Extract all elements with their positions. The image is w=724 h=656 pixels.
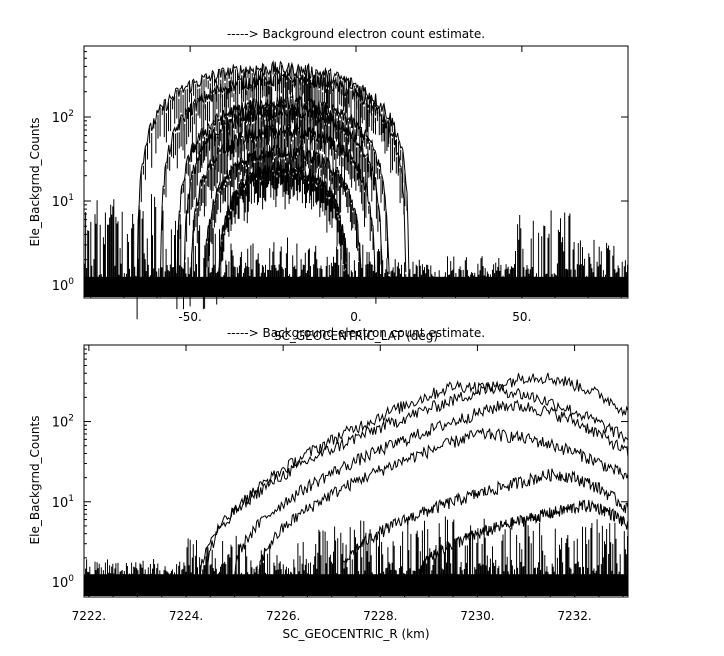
series-trace xyxy=(418,499,629,581)
series-trace xyxy=(340,468,629,573)
y-tick-label: 102 xyxy=(52,414,74,431)
chart-title: -----> Background electron count estimat… xyxy=(227,326,485,340)
y-tick-label: 102 xyxy=(52,109,74,126)
y-axis-label: Ele_Backgrnd_Counts xyxy=(28,118,42,247)
series-trace xyxy=(200,372,629,573)
axis-ticks: -50. 0. 50. 100 101 102 xyxy=(52,46,628,324)
x-tick-label: 7232. xyxy=(557,609,591,623)
series-trace xyxy=(183,103,383,282)
series-trace xyxy=(258,428,629,579)
series-trace xyxy=(202,144,364,284)
x-tick-label: 50. xyxy=(512,310,531,324)
series-scatter xyxy=(216,163,350,305)
noise-floor-band xyxy=(84,574,628,596)
axis-ticks: 7222. 7224. 7226. 7228. 7230. 7232. 100 101 102 xyxy=(52,345,628,623)
y-tick-label: 100 xyxy=(52,277,75,294)
x-tick-label: 7224. xyxy=(169,609,203,623)
chart-panel-radius: -----> Background electron count estimat… xyxy=(28,326,629,641)
x-tick-label: 7228. xyxy=(363,609,397,623)
series-scatter xyxy=(189,126,377,307)
x-tick-label: 7222. xyxy=(72,609,106,623)
x-tick-label: 0. xyxy=(350,310,361,324)
series-trace xyxy=(234,399,629,579)
data-traces xyxy=(84,60,628,320)
noise-floor-band xyxy=(84,276,628,297)
y-tick-label: 101 xyxy=(52,494,74,511)
x-tick-label: -50. xyxy=(178,310,201,324)
x-tick-label: 7230. xyxy=(460,609,494,623)
data-traces xyxy=(84,372,629,596)
chart-title: -----> Background electron count estimat… xyxy=(227,27,485,41)
series-trace xyxy=(159,70,407,283)
y-tick-label: 100 xyxy=(52,574,75,591)
chart-panel-latitude: -----> Background electron count estimat… xyxy=(28,27,629,343)
x-axis-label: SC_GEOCENTRIC_R (km) xyxy=(283,627,430,641)
x-axis-label: SC_GEOCENTRIC_LAT (deg) xyxy=(274,329,438,343)
y-tick-label: 101 xyxy=(52,193,74,210)
x-tick-label: 7226. xyxy=(266,609,300,623)
series-scatter xyxy=(159,74,407,298)
series-trace xyxy=(204,380,629,572)
series-trace xyxy=(136,60,410,286)
y-axis-label: Ele_Backgrnd_Counts xyxy=(28,416,42,545)
